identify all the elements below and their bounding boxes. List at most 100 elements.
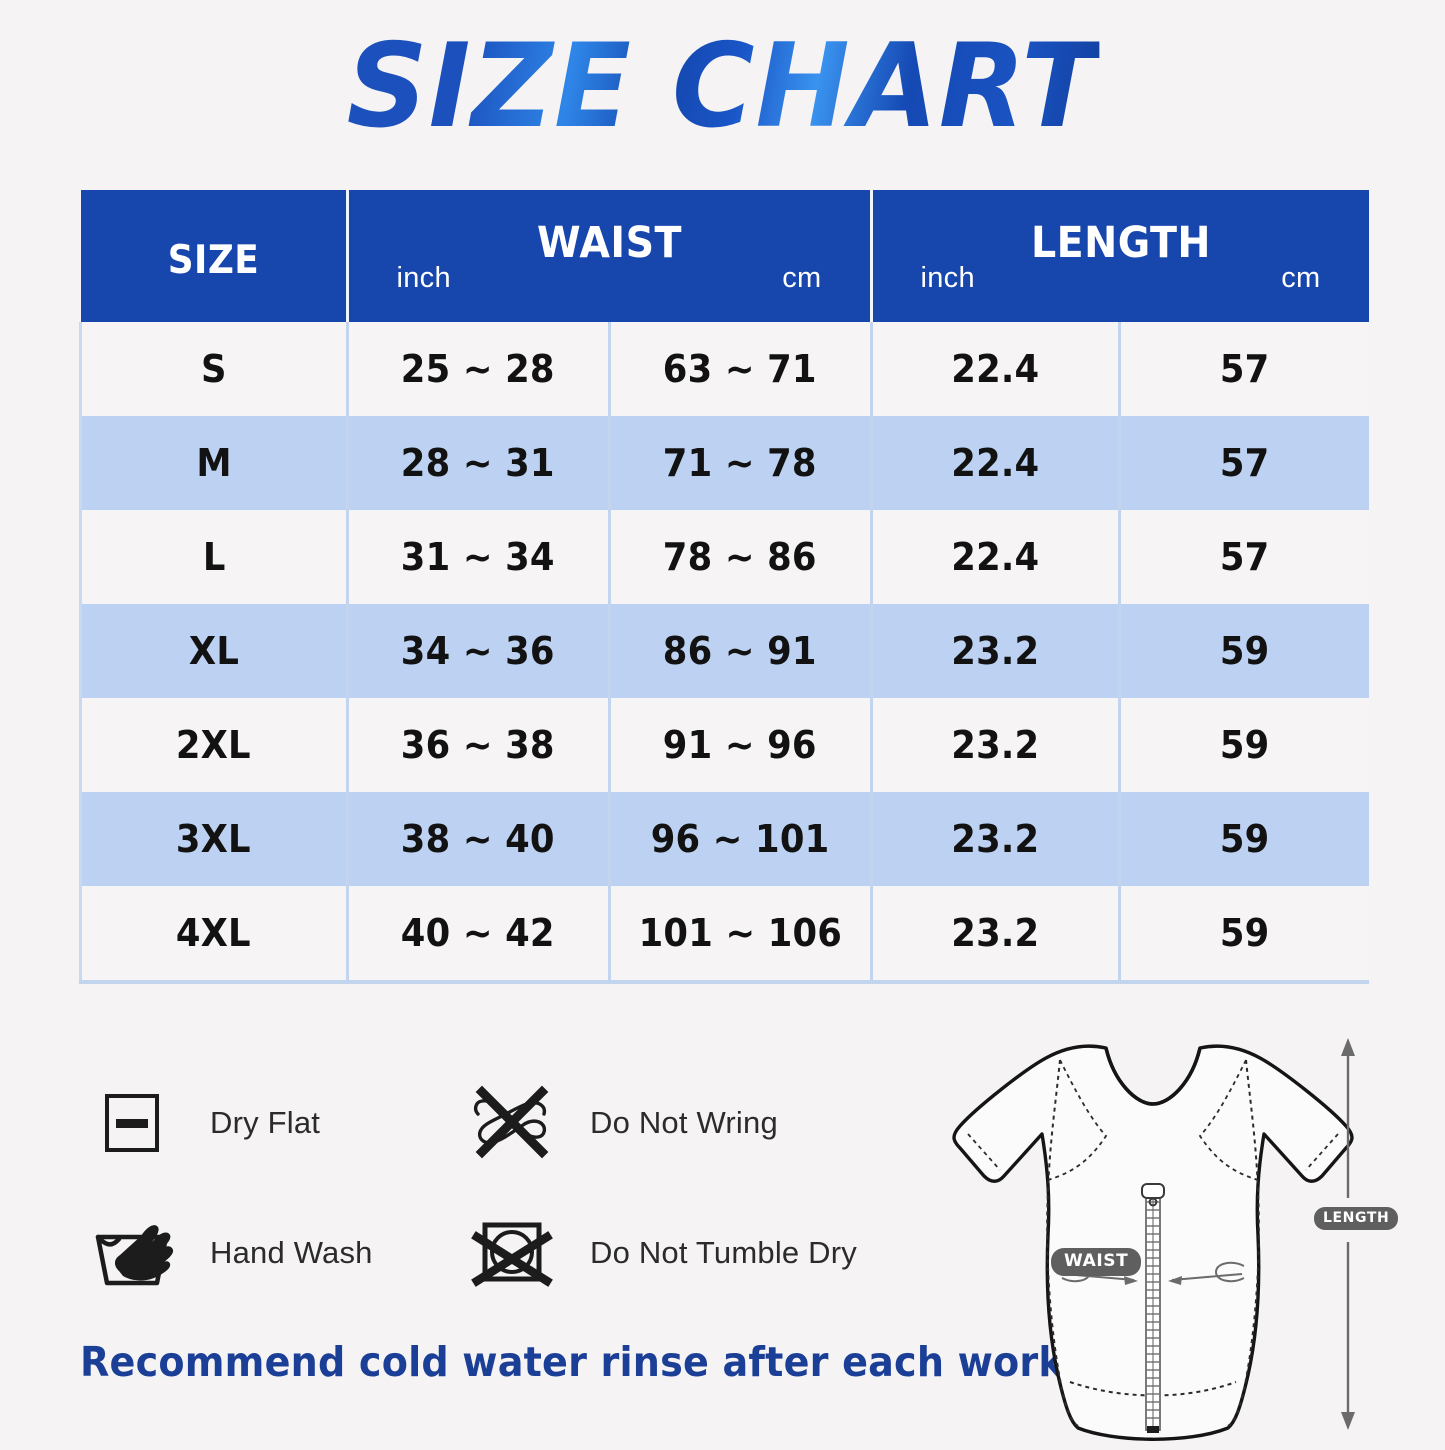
cell-length-cm: 59 <box>1119 792 1369 886</box>
cell-waist-cm-text: 96 ~ 101 <box>650 817 830 861</box>
cell-waist-inch: 34 ~ 36 <box>347 604 611 698</box>
cell-waist-inch-text: 34 ~ 36 <box>401 629 555 673</box>
cell-length-inch-text: 22.4 <box>951 535 1040 579</box>
cell-waist-cm-text: 71 ~ 78 <box>663 441 817 485</box>
table-header: SIZE WAIST inch cm LENGTH inch cm <box>80 190 1369 322</box>
cell-waist-inch: 38 ~ 40 <box>347 792 611 886</box>
cell-size-text: S <box>200 347 227 391</box>
cell-length-cm: 59 <box>1119 604 1369 698</box>
cell-length-cm-text: 57 <box>1220 441 1270 485</box>
cell-size: 4XL <box>79 886 349 984</box>
table-body: S 25 ~ 28 63 ~ 71 22.4 57 M 28 ~ 31 71 ~ 78 22.4… <box>79 322 1369 984</box>
cell-waist-cm: 96 ~ 101 <box>609 792 873 886</box>
cell-size-text: 4XL <box>176 911 252 955</box>
cell-length-inch-text: 22.4 <box>951 347 1040 391</box>
cell-waist-cm: 71 ~ 78 <box>609 416 873 510</box>
cell-waist-cm-text: 86 ~ 91 <box>663 629 817 673</box>
length-measure-arrow <box>1341 1038 1355 1430</box>
cell-size: 2XL <box>79 698 349 792</box>
cell-waist-inch: 40 ~ 42 <box>347 886 611 984</box>
table-row: 3XL 38 ~ 40 96 ~ 101 23.2 59 <box>79 792 1369 886</box>
header-length: LENGTH inch cm <box>871 190 1369 322</box>
cell-length-cm-text: 59 <box>1220 723 1270 767</box>
header-length-unit-cm: cm <box>1281 262 1321 294</box>
care-row-2: Hand Wash Do Not Tumble Dry <box>86 1188 966 1318</box>
cell-length-inch-text: 22.4 <box>951 441 1040 485</box>
hand-wash-icon <box>86 1207 178 1299</box>
cell-length-inch: 23.2 <box>871 698 1122 792</box>
cell-waist-inch: 25 ~ 28 <box>347 322 611 416</box>
size-chart-table: SIZE WAIST inch cm LENGTH inch cm S 25 ~ … <box>79 190 1369 984</box>
cell-length-inch: 23.2 <box>871 792 1122 886</box>
cell-length-cm-text: 59 <box>1220 817 1270 861</box>
cell-size-text: 2XL <box>176 723 252 767</box>
cell-waist-cm: 101 ~ 106 <box>609 886 873 984</box>
cell-waist-inch-text: 36 ~ 38 <box>401 723 555 767</box>
cell-length-cm: 57 <box>1119 510 1369 604</box>
cell-length-inch-text: 23.2 <box>951 911 1040 955</box>
length-badge: LENGTH <box>1314 1207 1399 1230</box>
cell-size-text: L <box>202 535 226 579</box>
page-title: SIZE CHART <box>346 19 1099 154</box>
cell-length-inch: 22.4 <box>871 416 1122 510</box>
do-not-tumble-dry-icon <box>466 1207 558 1299</box>
table-row: M 28 ~ 31 71 ~ 78 22.4 57 <box>79 416 1369 510</box>
cell-length-inch-text: 23.2 <box>951 629 1040 673</box>
garment-neckline <box>1104 1047 1202 1106</box>
header-size: SIZE <box>80 190 349 322</box>
cell-waist-cm: 78 ~ 86 <box>609 510 873 604</box>
care-item-dry-flat: Dry Flat <box>86 1077 466 1169</box>
cell-size-text: 3XL <box>176 817 252 861</box>
cell-waist-cm: 86 ~ 91 <box>609 604 873 698</box>
cell-length-cm-text: 59 <box>1220 911 1270 955</box>
waist-badge: WAIST <box>1051 1248 1142 1276</box>
cell-waist-inch-text: 25 ~ 28 <box>401 347 555 391</box>
cell-length-cm-text: 57 <box>1220 347 1270 391</box>
header-waist-units: inch cm <box>349 262 870 295</box>
cell-waist-inch: 31 ~ 34 <box>347 510 611 604</box>
garment-armhole-left <box>1047 1059 1108 1181</box>
garment-seam-right <box>1227 1059 1260 1427</box>
table-row: S 25 ~ 28 63 ~ 71 22.4 57 <box>79 322 1369 416</box>
care-item-hand-wash: Hand Wash <box>86 1207 466 1299</box>
cell-length-cm: 59 <box>1119 886 1369 984</box>
garment-sleeve-hem-right <box>1305 1133 1339 1171</box>
cell-length-cm: 57 <box>1119 416 1369 510</box>
cell-length-cm: 59 <box>1119 698 1369 792</box>
header-length-units: inch cm <box>873 262 1369 295</box>
cell-waist-cm: 63 ~ 71 <box>609 322 873 416</box>
cell-length-inch: 23.2 <box>871 604 1122 698</box>
cell-size: M <box>79 416 349 510</box>
care-label-do-not-tumble-dry: Do Not Tumble Dry <box>590 1235 857 1270</box>
header-waist: WAIST inch cm <box>347 190 873 322</box>
care-item-do-not-tumble-dry: Do Not Tumble Dry <box>466 1207 936 1299</box>
cell-size-text: M <box>196 441 232 485</box>
garment-zipper <box>1141 1183 1165 1433</box>
do-not-wring-icon <box>466 1077 558 1169</box>
cell-waist-cm-text: 101 ~ 106 <box>638 911 842 955</box>
care-item-do-not-wring: Do Not Wring <box>466 1077 936 1169</box>
garment-svg <box>952 1038 1355 1441</box>
cell-size-text: XL <box>188 629 239 673</box>
cell-waist-cm: 91 ~ 96 <box>609 698 873 792</box>
cell-waist-inch-text: 40 ~ 42 <box>401 911 555 955</box>
header-length-unit-inch: inch <box>920 262 975 294</box>
garment-seam-left <box>1046 1059 1079 1427</box>
cell-size: XL <box>79 604 349 698</box>
header-row: SIZE WAIST inch cm LENGTH inch cm <box>80 190 1369 322</box>
cell-size: L <box>79 510 349 604</box>
cell-waist-cm-text: 63 ~ 71 <box>663 347 817 391</box>
cell-size: 3XL <box>79 792 349 886</box>
cell-length-inch: 22.4 <box>871 322 1122 416</box>
cell-length-inch: 23.2 <box>871 886 1122 984</box>
cell-size: S <box>79 322 349 416</box>
cell-length-cm: 57 <box>1119 322 1369 416</box>
header-waist-unit-inch: inch <box>396 262 451 294</box>
garment-sleeve-hem-left <box>967 1133 1001 1171</box>
header-waist-unit-cm: cm <box>782 262 822 294</box>
cell-waist-inch-text: 31 ~ 34 <box>401 535 555 579</box>
cell-waist-inch-text: 28 ~ 31 <box>401 441 555 485</box>
table-row: 4XL 40 ~ 42 101 ~ 106 23.2 59 <box>79 886 1369 984</box>
cell-waist-inch-text: 38 ~ 40 <box>401 817 555 861</box>
title-area: SIZE CHART <box>0 22 1445 152</box>
